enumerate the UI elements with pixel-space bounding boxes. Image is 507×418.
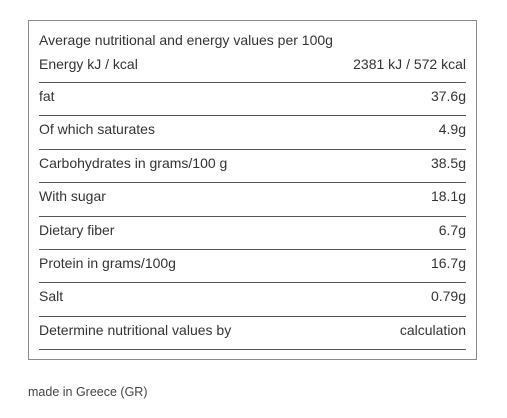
table-row: Of which saturates 4.9g: [39, 116, 466, 150]
row-label: With sugar: [39, 188, 106, 205]
table-row: Carbohydrates in grams/100 g 38.5g: [39, 150, 466, 184]
row-value: 38.5g: [430, 154, 466, 171]
row-value: 4.9g: [438, 121, 466, 138]
table-row: Dietary fiber 6.7g: [39, 217, 466, 250]
row-value: 2381 kJ / 572 kcal: [353, 56, 466, 72]
nutrition-table: Average nutritional and energy values pe…: [28, 20, 477, 360]
row-value: calculation: [399, 321, 466, 338]
row-label: Dietary fiber: [39, 221, 115, 238]
table-rows: Energy kJ / kcal 2381 kJ / 572 kcal fat 37.…: [39, 55, 466, 351]
row-value: 0.79g: [430, 288, 466, 305]
table-title: Average nutritional and energy values pe…: [39, 32, 333, 48]
row-label: Salt: [39, 288, 64, 305]
table-row: Energy kJ / kcal 2381 kJ / 572 kcal: [39, 55, 466, 83]
table-row: With sugar 18.1g: [39, 183, 466, 217]
table-row: Protein in grams/100g 16.7g: [39, 250, 466, 284]
row-value: 6.7g: [438, 221, 466, 238]
row-value: 37.6g: [430, 88, 466, 104]
origin-note: made in Greece (GR): [28, 385, 148, 399]
row-value: 16.7g: [430, 254, 466, 271]
table-row: Salt 0.79g: [39, 283, 466, 317]
table-row: fat 37.6g: [39, 83, 466, 117]
table-row: Determine nutritional values by calculati…: [39, 317, 466, 351]
row-label: Of which saturates: [39, 121, 155, 138]
row-label: Carbohydrates in grams/100 g: [39, 154, 228, 171]
row-label: fat: [39, 88, 55, 104]
row-value: 18.1g: [430, 188, 466, 205]
row-label: Determine nutritional values by: [39, 321, 232, 338]
row-label: Protein in grams/100g: [39, 254, 176, 271]
row-label: Energy kJ / kcal: [39, 56, 138, 72]
